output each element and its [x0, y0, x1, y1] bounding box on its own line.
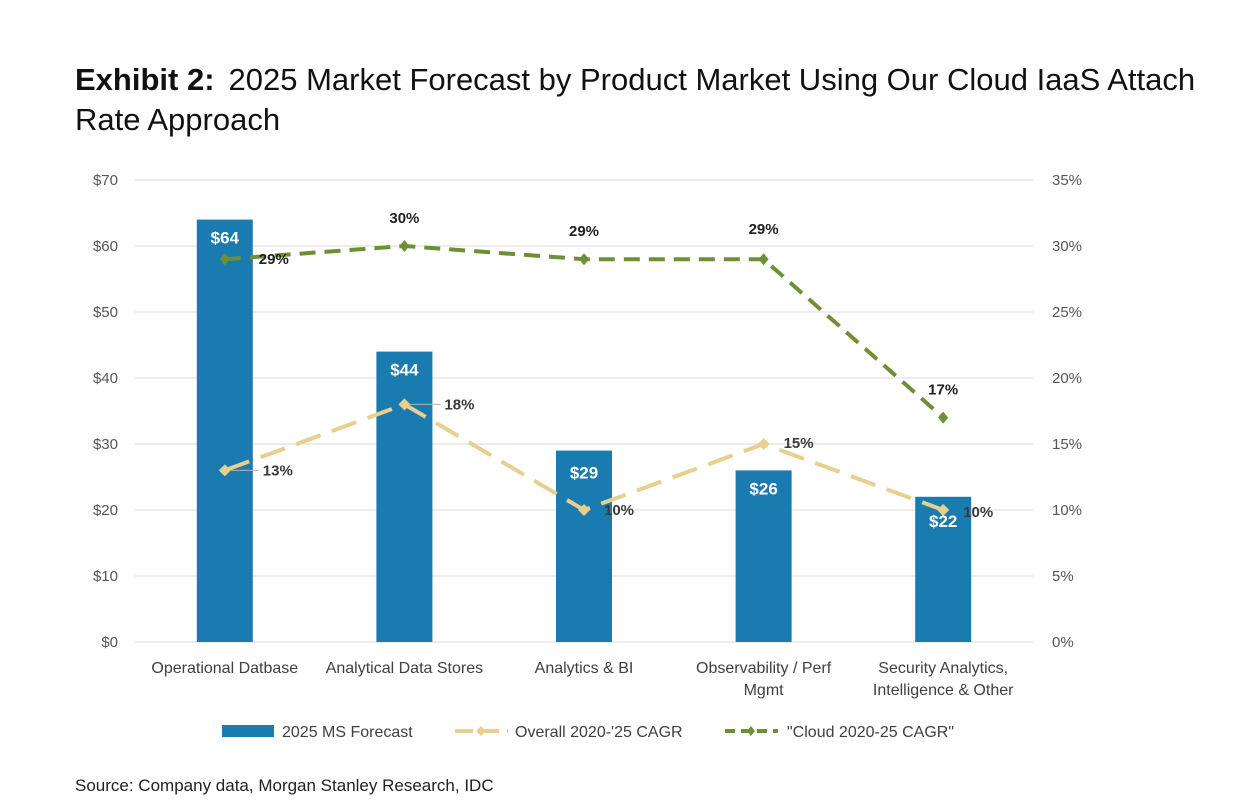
- right-tick-label: 25%: [1052, 304, 1082, 321]
- cloud-cagr-point: [938, 411, 949, 424]
- bar: [376, 351, 433, 642]
- cloud-cagr-label: 29%: [259, 251, 289, 268]
- cloud-cagr-point: [758, 253, 769, 266]
- cloud-cagr-line: [224, 244, 945, 420]
- left-tick-label: $60: [93, 238, 118, 255]
- bar-value-label: $22: [929, 512, 957, 531]
- legend-overall-marker: [476, 726, 486, 736]
- overall-cagr-label: 15%: [784, 435, 814, 452]
- legend-label: 2025 MS Forecast: [282, 724, 413, 741]
- left-tick-label: $50: [93, 304, 118, 321]
- cloud-cagr-point: [579, 253, 589, 266]
- left-tick-label: $40: [93, 370, 118, 387]
- gridlines: [135, 179, 1033, 643]
- right-tick-label: 20%: [1052, 370, 1082, 387]
- cloud-cagr-point: [219, 253, 230, 266]
- cloud-cagr-label: 29%: [569, 223, 599, 240]
- exhibit-number: Exhibit 2:: [75, 62, 215, 97]
- right-axis: 0% 5% 10% 15% 20% 25% 30% 35%: [1052, 172, 1082, 651]
- overall-cagr-point: [937, 504, 950, 516]
- bar-value-label: $44: [390, 361, 419, 380]
- right-tick-label: 35%: [1052, 172, 1082, 189]
- overall-cagr-label: 10%: [963, 504, 993, 521]
- left-tick-label: $0: [101, 634, 118, 651]
- exhibit-title: 2025 Market Forecast by Product Market U…: [75, 62, 1196, 137]
- cloud-cagr-point: [399, 240, 410, 252]
- cloud-cagr-label: 30%: [389, 210, 419, 227]
- overall-cagr-point: [578, 504, 590, 516]
- bar-value-label: $64: [211, 229, 240, 248]
- category-label: Observability / Perf Mgmt: [696, 660, 832, 699]
- legend-bar-swatch: [222, 725, 274, 737]
- cloud-cagr-label: 29%: [749, 221, 779, 238]
- left-tick-label: $10: [93, 568, 118, 585]
- left-tick-label: $30: [93, 436, 118, 453]
- bar: [735, 470, 792, 642]
- bar-value-label: $29: [570, 464, 598, 483]
- bar-series: [196, 219, 972, 642]
- right-tick-label: 5%: [1052, 568, 1074, 585]
- left-axis: $0 $10 $20 $30 $40 $50 $60 $70: [93, 172, 118, 651]
- cloud-cagr-label: 17%: [928, 382, 958, 399]
- chart-title: Exhibit 2: 2025 Market Forecast by Produc…: [75, 60, 1235, 140]
- bar: [196, 219, 253, 642]
- right-tick-label: 0%: [1052, 634, 1074, 651]
- legend-cloud-marker: [747, 726, 755, 736]
- legend-label: Overall 2020-'25 CAGR: [515, 724, 683, 741]
- bar: [915, 496, 972, 642]
- legend-label: "Cloud 2020-25 CAGR": [787, 724, 954, 741]
- left-tick-label: $20: [93, 502, 118, 519]
- bar-data-labels: $64 $44 $29 $26 $22: [211, 229, 958, 531]
- cloud-cagr-series: 29% 30% 29% 29% 17%: [219, 210, 958, 424]
- overall-cagr-point: [757, 438, 770, 450]
- bar-value-label: $26: [749, 479, 777, 498]
- source-note: Source: Company data, Morgan Stanley Res…: [75, 776, 494, 795]
- category-label: Analytics & BI: [535, 660, 634, 677]
- overall-cagr-label: 10%: [604, 502, 634, 519]
- right-tick-label: 15%: [1052, 436, 1082, 453]
- legend: 2025 MS Forecast Overall 2020-'25 CAGR "Cl…: [222, 724, 954, 741]
- right-tick-label: 30%: [1052, 238, 1082, 255]
- overall-cagr-label: 18%: [444, 396, 474, 413]
- left-tick-label: $70: [93, 172, 118, 189]
- category-axis: Operational Datbase Analytical Data Store…: [151, 660, 1014, 699]
- overall-cagr-label: 13%: [263, 462, 293, 479]
- category-label: Security Analytics, Intelligence & Other: [873, 660, 1014, 699]
- category-label: Analytical Data Stores: [326, 660, 483, 677]
- overall-cagr-point: [218, 464, 231, 477]
- right-tick-label: 10%: [1052, 502, 1082, 519]
- bar: [556, 450, 612, 642]
- category-label: Operational Datbase: [151, 660, 298, 677]
- overall-cagr-point: [398, 398, 411, 411]
- overall-cagr-series: 13% 18% 10% 15% 10%: [218, 396, 993, 521]
